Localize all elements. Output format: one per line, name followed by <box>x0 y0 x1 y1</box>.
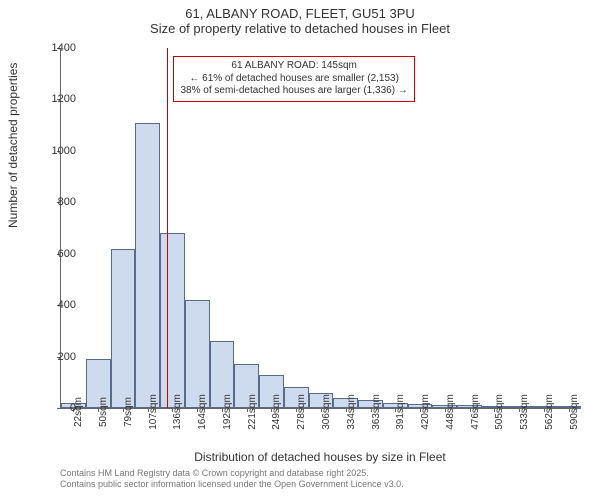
chart-title-main: 61, ALBANY ROAD, FLEET, GU51 3PU <box>0 0 600 21</box>
chart-title-sub: Size of property relative to detached ho… <box>0 21 600 40</box>
x-tick-label: 420sqm <box>420 394 431 430</box>
x-tick-label: 505sqm <box>494 394 505 430</box>
plot-area: 22sqm50sqm79sqm107sqm136sqm164sqm192sqm2… <box>60 48 581 409</box>
annotation-line-2: 38% of semi-detached houses are larger (… <box>180 85 407 98</box>
x-tick-label: 221sqm <box>247 394 258 430</box>
chart-container: 61, ALBANY ROAD, FLEET, GU51 3PU Size of… <box>0 0 600 500</box>
x-tick-label: 448sqm <box>445 394 456 430</box>
x-tick-label: 562sqm <box>544 394 555 430</box>
x-tick-label: 533sqm <box>519 394 530 430</box>
histogram-bar <box>111 249 136 408</box>
x-tick-label: 79sqm <box>123 397 134 427</box>
histogram-bar <box>185 300 210 408</box>
x-tick-label: 278sqm <box>296 394 307 430</box>
y-axis-label: Number of detached properties <box>6 63 20 228</box>
y-tick-label: 1000 <box>52 145 76 157</box>
y-tick-label: 600 <box>58 248 76 260</box>
x-tick-label: 192sqm <box>222 394 233 430</box>
x-tick-label: 249sqm <box>271 394 282 430</box>
histogram-bar <box>135 123 160 408</box>
x-tick-label: 164sqm <box>197 394 208 430</box>
footer-line-2: Contains public sector information licen… <box>60 479 404 490</box>
x-tick-label: 306sqm <box>321 394 332 430</box>
histogram-bar <box>160 233 185 408</box>
plot-outer: 22sqm50sqm79sqm107sqm136sqm164sqm192sqm2… <box>60 48 580 408</box>
x-tick-label: 590sqm <box>569 394 580 430</box>
y-tick-mark <box>57 408 61 409</box>
x-tick-label: 476sqm <box>470 394 481 430</box>
annotation-line-1: ← 61% of detached houses are smaller (2,… <box>180 73 407 86</box>
x-tick-label: 50sqm <box>98 397 109 427</box>
y-tick-label: 1200 <box>52 93 76 105</box>
x-axis-label: Distribution of detached houses by size … <box>60 450 580 464</box>
y-tick-label: 200 <box>58 351 76 363</box>
x-tick-label: 334sqm <box>346 394 357 430</box>
x-tick-label: 391sqm <box>395 394 406 430</box>
x-tick-label: 136sqm <box>172 394 183 430</box>
annotation-title: 61 ALBANY ROAD: 145sqm <box>180 60 407 73</box>
annotation-box: 61 ALBANY ROAD: 145sqm← 61% of detached … <box>173 56 414 102</box>
x-tick-label: 107sqm <box>148 394 159 430</box>
y-tick-label: 1400 <box>52 42 76 54</box>
x-tick-label: 363sqm <box>371 394 382 430</box>
y-tick-label: 800 <box>58 196 76 208</box>
y-tick-label: 400 <box>58 299 76 311</box>
y-tick-label: 0 <box>70 402 76 414</box>
footer-attribution: Contains HM Land Registry data © Crown c… <box>60 468 404 491</box>
reference-line <box>167 48 168 408</box>
footer-line-1: Contains HM Land Registry data © Crown c… <box>60 468 404 479</box>
